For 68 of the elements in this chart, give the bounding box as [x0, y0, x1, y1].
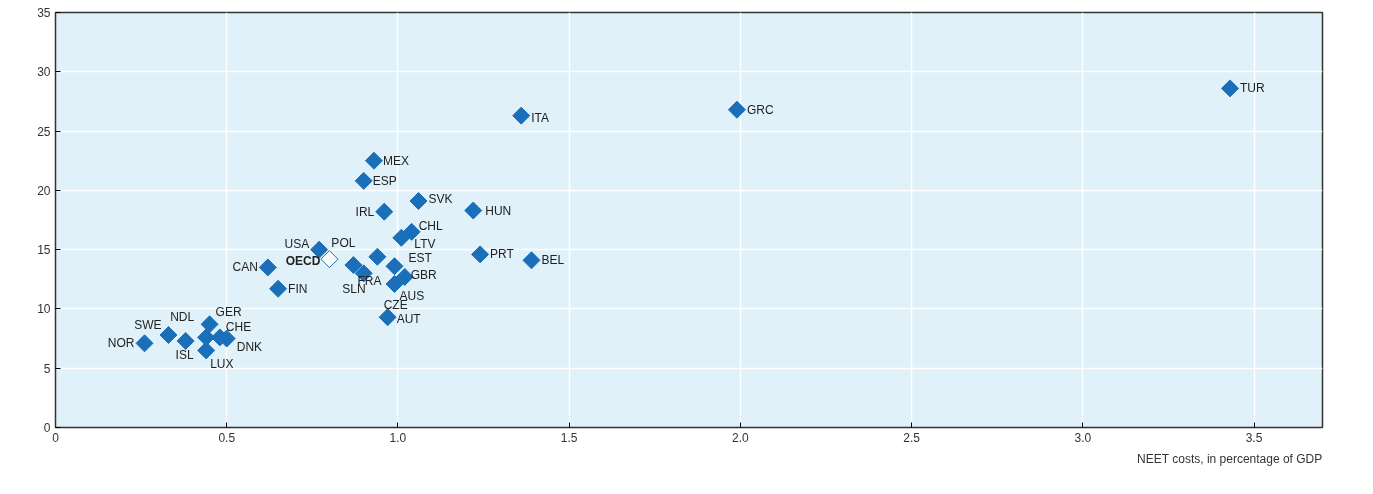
- x-tick-label: 2.0: [732, 430, 750, 445]
- point: [354, 171, 373, 190]
- y-tick-label: 20: [37, 183, 51, 198]
- annotation: GER: [215, 305, 242, 320]
- point: [402, 222, 421, 241]
- annotation: CHE: [225, 320, 252, 335]
- point: [320, 250, 339, 269]
- point: [135, 334, 154, 353]
- y-tick-label: 35: [37, 6, 51, 20]
- annotation: PRT: [490, 247, 515, 262]
- x-tick-label: 3.5: [1245, 430, 1263, 445]
- annotation: FIN: [288, 281, 308, 296]
- point: [378, 308, 397, 327]
- x-tick-label: 1.0: [389, 430, 407, 445]
- point: [392, 228, 411, 247]
- y-tick-label: 15: [37, 243, 51, 258]
- point: [176, 331, 195, 350]
- annotation: ESP: [372, 173, 397, 188]
- annotation: LTV: [414, 236, 436, 251]
- point: [375, 202, 394, 221]
- point: [344, 256, 363, 275]
- y-tick-label: 0: [43, 421, 51, 435]
- y-tick-label: 10: [37, 302, 51, 317]
- point: [364, 151, 383, 170]
- annotation: GBR: [410, 267, 438, 282]
- annotation: DNK: [236, 339, 263, 354]
- x-tick-label: 0.5: [218, 430, 236, 445]
- annotation: ISL: [175, 347, 194, 362]
- annotation: HUN: [485, 203, 512, 218]
- annotation: CHL: [418, 218, 443, 233]
- point: [385, 257, 404, 276]
- point: [1221, 79, 1240, 98]
- point: [464, 201, 483, 220]
- point: [159, 326, 178, 344]
- annotation: NDL: [170, 310, 195, 325]
- annotation: NOR: [107, 336, 135, 351]
- annotation: EST: [408, 251, 433, 266]
- y-tick-label: 5: [43, 361, 51, 376]
- x-tick-label: 3.0: [1074, 430, 1092, 445]
- annotation: BEL: [541, 253, 565, 268]
- annotation: ITA: [531, 110, 549, 125]
- point: [200, 315, 219, 334]
- point: [471, 245, 490, 264]
- point: [368, 247, 387, 266]
- point: [522, 251, 541, 270]
- point: [269, 279, 288, 298]
- y-tick-label: 30: [37, 65, 51, 80]
- point: [409, 192, 428, 211]
- point: [727, 100, 746, 119]
- x-axis-title: NEET costs, in percentage of GDP: [1137, 451, 1323, 466]
- y-tick-label: 25: [37, 124, 51, 139]
- x-tick-label: 2.5: [903, 430, 921, 445]
- point: [512, 106, 531, 125]
- annotation: IRL: [355, 204, 375, 219]
- annotation: MEX: [382, 153, 409, 168]
- point: [258, 258, 277, 277]
- annotation: SWE: [134, 318, 162, 333]
- annotation: GRC: [746, 102, 774, 117]
- annotation: POL: [331, 235, 356, 250]
- x-tick-label: 1.5: [560, 430, 578, 445]
- annotation: SVK: [428, 192, 453, 207]
- annotation: LUX: [210, 357, 234, 372]
- series-label: OECD: [285, 254, 321, 269]
- annotation: USA: [284, 236, 310, 251]
- annotation: CAN: [232, 260, 258, 275]
- point: [197, 341, 216, 360]
- annotation: TUR: [1240, 81, 1266, 96]
- annotation: AUT: [396, 312, 422, 327]
